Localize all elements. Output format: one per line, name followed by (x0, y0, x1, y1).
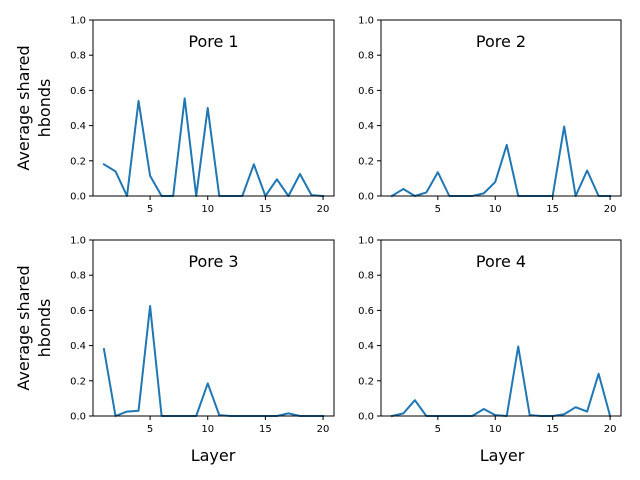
data-point-pore-4-layer-12 (517, 345, 519, 347)
y-tick-label-pore-1: 1.0 (70, 16, 86, 27)
series-line-pore-2 (390, 125, 612, 198)
axes-frame-pore-4 (380, 239, 622, 417)
y-tick-label-pore-2: 0.0 (358, 192, 374, 203)
y-tick-label-pore-4: 0.0 (358, 412, 374, 423)
panel-title-pore-1: Pore 1 (188, 32, 238, 51)
data-point-pore-3-layer-10 (207, 382, 209, 384)
x-tick-label-pore-1: 5 (147, 204, 153, 215)
data-point-pore-3-layer-3 (126, 411, 128, 413)
data-point-pore-2-layer-2 (402, 188, 404, 190)
subplot-pore-2: 0.0 0.2 0.4 0.6 0.8 1.0 5 10 15 20 Pore 2 (358, 16, 622, 215)
y-tick-label-pore-2: 0.2 (358, 156, 374, 167)
y-tick-label-pore-2: 0.8 (358, 51, 374, 62)
data-point-pore-1-layer-2 (114, 170, 116, 172)
y-tick-label-pore-1: 0.0 (70, 192, 86, 203)
y-tick-label-pore-1: 0.4 (70, 121, 86, 132)
x-tick-label-pore-2: 5 (435, 204, 441, 215)
data-point-pore-2-layer-9 (483, 192, 485, 194)
data-point-pore-4-layer-9 (483, 408, 485, 410)
data-point-pore-4-layer-3 (414, 399, 416, 401)
y-tick-label-pore-1: 0.2 (70, 156, 86, 167)
x-tick-label-pore-3: 5 (147, 424, 153, 435)
subplot-grid: 0.0 0.2 0.4 0.6 0.8 1.0 5 10 15 20 Pore 1 0.0 0.2 0.4… (70, 16, 622, 435)
y-tick-label-pore-3: 0.4 (70, 341, 86, 352)
data-point-pore-4-layer-16 (563, 413, 565, 415)
xlabel-right: Layer (480, 446, 525, 465)
data-point-pore-3-layer-4 (138, 410, 140, 412)
x-tick-label-pore-3: 15 (259, 424, 272, 435)
y-tick-label-pore-4: 0.4 (358, 341, 374, 352)
data-point-pore-4-layer-2 (402, 412, 404, 414)
data-point-pore-2-layer-11 (506, 144, 508, 146)
data-point-pore-2-layer-10 (494, 181, 496, 183)
ylabel-bottom-line1: Average shared (14, 265, 33, 390)
series-line-pore-1 (102, 97, 325, 198)
y-tick-label-pore-4: 0.6 (358, 306, 374, 317)
y-tick-label-pore-4: 0.2 (358, 376, 374, 387)
x-tick-label-pore-3: 20 (317, 424, 330, 435)
y-tick-label-pore-4: 1.0 (358, 236, 374, 247)
axes-frame-pore-2 (380, 19, 622, 197)
data-point-pore-2-layer-16 (563, 125, 565, 127)
data-point-pore-2-layer-4 (425, 191, 427, 193)
data-point-pore-4-layer-19 (598, 373, 600, 375)
x-tick-label-pore-4: 10 (489, 424, 502, 435)
data-point-pore-1-layer-5 (149, 175, 151, 177)
panel-title-pore-4: Pore 4 (476, 252, 526, 271)
y-tick-label-pore-3: 0.8 (70, 271, 86, 282)
data-point-pore-1-layer-18 (299, 173, 301, 175)
y-tick-label-pore-3: 0.6 (70, 306, 86, 317)
subplot-pore-1: 0.0 0.2 0.4 0.6 0.8 1.0 5 10 15 20 Pore 1 (70, 16, 335, 215)
panel-title-pore-2: Pore 2 (476, 32, 526, 51)
y-tick-label-pore-1: 0.6 (70, 86, 86, 97)
x-tick-label-pore-2: 10 (489, 204, 502, 215)
axes-frame-pore-1 (92, 19, 335, 197)
data-point-pore-3-layer-1 (103, 348, 105, 350)
data-point-pore-3-layer-5 (149, 305, 151, 307)
series-line-pore-3 (102, 305, 325, 417)
y-tick-label-pore-1: 0.8 (70, 51, 86, 62)
data-point-pore-2-layer-5 (437, 171, 439, 173)
x-tick-label-pore-4: 20 (604, 424, 617, 435)
data-point-pore-1-layer-14 (253, 163, 255, 165)
ylabel-top-line1: Average shared (14, 45, 33, 170)
data-point-pore-4-layer-17 (575, 406, 577, 408)
x-tick-label-pore-2: 15 (546, 204, 559, 215)
ylabel-top-line2: hbonds (35, 79, 54, 138)
xlabel-left: Layer (191, 446, 236, 465)
subplot-pore-3: 0.0 0.2 0.4 0.6 0.8 1.0 5 10 15 20 Pore 3 (70, 236, 335, 435)
x-tick-label-pore-2: 20 (604, 204, 617, 215)
y-tick-label-pore-3: 0.0 (70, 412, 86, 423)
data-point-pore-1-layer-10 (207, 107, 209, 109)
data-point-pore-1-layer-4 (138, 100, 140, 102)
subplot-pore-4: 0.0 0.2 0.4 0.6 0.8 1.0 5 10 15 20 Pore 4 (358, 236, 622, 435)
data-point-pore-4-layer-18 (586, 411, 588, 413)
y-tick-label-pore-2: 1.0 (358, 16, 374, 27)
data-point-pore-1-layer-16 (276, 178, 278, 180)
panel-title-pore-3: Pore 3 (188, 252, 238, 271)
ylabel-bottom-line2: hbonds (35, 299, 54, 358)
data-point-pore-3-layer-17 (287, 412, 289, 414)
data-point-pore-2-layer-18 (586, 169, 588, 171)
data-point-pore-1-layer-1 (103, 163, 105, 165)
y-tick-label-pore-3: 1.0 (70, 236, 86, 247)
x-tick-label-pore-1: 15 (259, 204, 272, 215)
x-tick-label-pore-1: 20 (317, 204, 330, 215)
y-tick-label-pore-2: 0.4 (358, 121, 374, 132)
data-point-pore-1-layer-8 (184, 97, 186, 99)
x-tick-label-pore-3: 10 (201, 424, 214, 435)
axes-frame-pore-3 (92, 239, 335, 417)
x-tick-label-pore-1: 10 (201, 204, 214, 215)
y-tick-label-pore-4: 0.8 (358, 271, 374, 282)
x-tick-label-pore-4: 15 (546, 424, 559, 435)
x-tick-label-pore-4: 5 (435, 424, 441, 435)
y-tick-label-pore-2: 0.6 (358, 86, 374, 97)
y-tick-label-pore-3: 0.2 (70, 376, 86, 387)
